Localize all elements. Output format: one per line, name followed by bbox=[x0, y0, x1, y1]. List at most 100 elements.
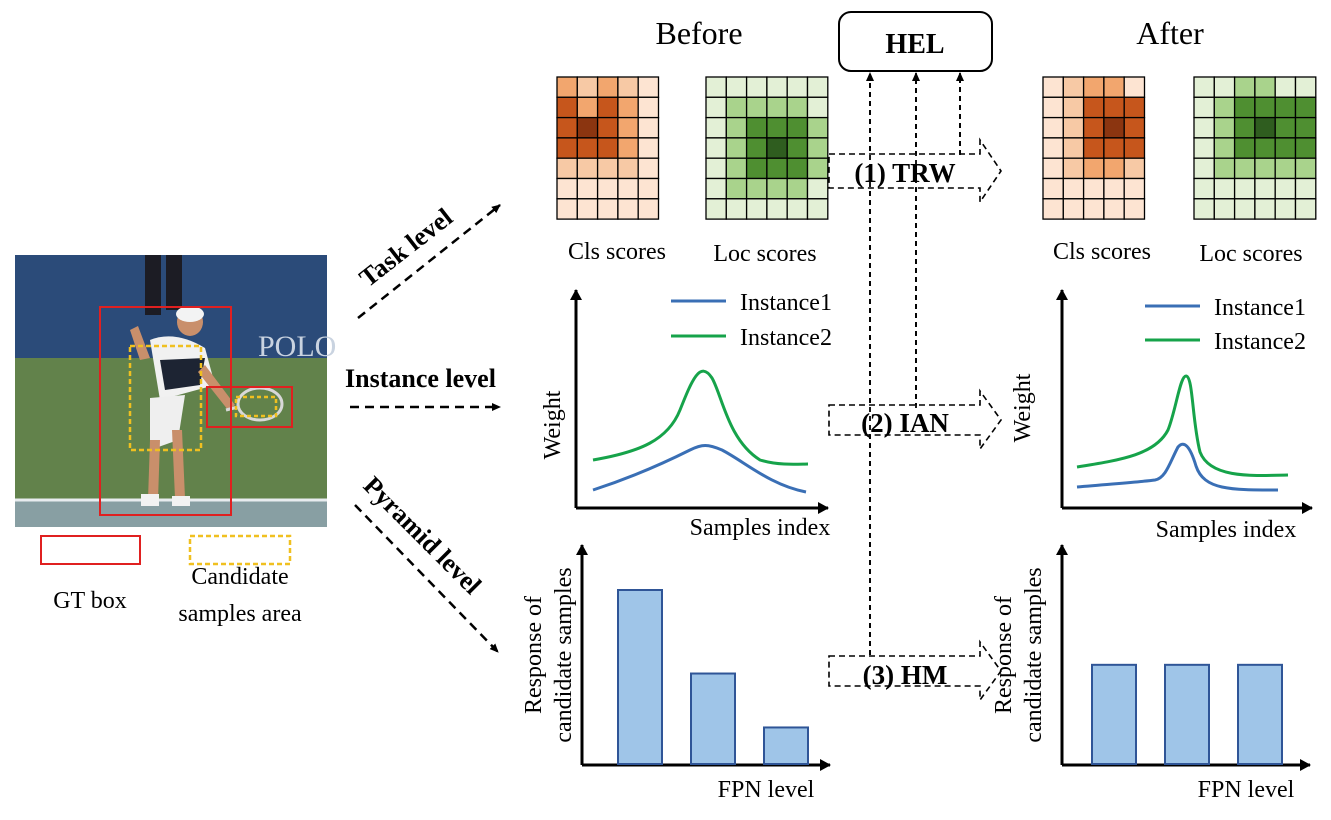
grid-cell bbox=[1123, 96, 1146, 119]
trw-label: (1) TRW bbox=[854, 158, 955, 188]
fpn-bar bbox=[690, 672, 736, 766]
grid-cell bbox=[725, 198, 748, 220]
grid-cell bbox=[1294, 177, 1317, 200]
grid-cell bbox=[745, 76, 768, 98]
grid-cell bbox=[1254, 198, 1276, 220]
grid-cell bbox=[617, 198, 639, 220]
grid-cell bbox=[576, 177, 599, 200]
grid-cell bbox=[745, 157, 768, 180]
module-hm-arrow: (3) HM bbox=[828, 639, 1002, 703]
grid-cell bbox=[1233, 96, 1256, 119]
loc-grid-before bbox=[705, 76, 829, 220]
grid-cell bbox=[1193, 116, 1215, 139]
weight-ylabel-before: Weight bbox=[540, 390, 566, 459]
grid-cell bbox=[1082, 116, 1105, 139]
legend-instance1-after: Instance1 bbox=[1214, 295, 1306, 321]
weight-chart-after: Weight Samples index Instance1 Instance2 bbox=[1010, 289, 1313, 543]
grid-cell bbox=[1103, 157, 1125, 180]
grid-cell bbox=[766, 76, 788, 98]
grid-cell bbox=[806, 116, 829, 139]
grid-cell bbox=[637, 116, 660, 139]
grid-cell bbox=[576, 157, 599, 180]
grid-cell bbox=[705, 177, 727, 200]
after-title: After bbox=[1136, 15, 1204, 51]
grid-cell bbox=[1042, 137, 1064, 159]
fpn-chart-before: Response of candidate samples FPN level bbox=[521, 544, 831, 803]
grid-cell bbox=[806, 177, 829, 200]
samples-xlabel-after: Samples index bbox=[1156, 517, 1297, 543]
grid-cell bbox=[1103, 96, 1125, 119]
grid-cell bbox=[1082, 96, 1105, 119]
grid-cell bbox=[1233, 198, 1256, 220]
instance1-curve-after bbox=[1076, 442, 1279, 492]
grid-cell bbox=[1213, 76, 1236, 98]
grid-cell bbox=[725, 137, 748, 159]
grid-cell bbox=[1213, 198, 1236, 220]
hel-feed-overlay bbox=[869, 75, 961, 655]
instance-level-label: Instance level bbox=[345, 364, 496, 393]
grid-cell bbox=[705, 76, 727, 98]
instance2-curve-after bbox=[1076, 374, 1289, 477]
grid-cell bbox=[725, 116, 748, 139]
grid-cell bbox=[576, 198, 599, 220]
grid-cell bbox=[617, 137, 639, 159]
photo-legend: GT box Candidate samples area bbox=[40, 534, 302, 627]
grid-cell bbox=[786, 76, 809, 98]
loc-grid-after bbox=[1193, 76, 1317, 220]
level-arrows: Task level Instance level Pyramid level bbox=[345, 202, 501, 653]
grid-cell bbox=[1274, 96, 1297, 119]
grid-cell bbox=[1062, 116, 1085, 139]
cls-scores-label-before: Cls scores bbox=[568, 239, 666, 265]
pyramid-level-arrow bbox=[354, 504, 499, 653]
grid-cell bbox=[1294, 157, 1317, 180]
gt-box-racket bbox=[206, 386, 293, 428]
grid-cell bbox=[705, 157, 727, 180]
grid-cell bbox=[637, 96, 660, 119]
grid-cell bbox=[596, 177, 619, 200]
grid-cell bbox=[806, 157, 829, 180]
bars-after bbox=[1091, 663, 1283, 766]
candidate-area-racket bbox=[234, 395, 278, 418]
fpn-bar bbox=[1164, 663, 1210, 766]
hel-box bbox=[838, 11, 993, 72]
before-title: Before bbox=[655, 15, 742, 51]
grid-cell bbox=[806, 137, 829, 159]
grid-cell bbox=[576, 96, 599, 119]
grid-cell bbox=[705, 96, 727, 119]
grid-cell bbox=[786, 198, 809, 220]
grid-cell bbox=[1233, 137, 1256, 159]
grid-cell bbox=[596, 137, 619, 159]
grid-cell bbox=[1082, 137, 1105, 159]
grid-cell bbox=[1042, 157, 1064, 180]
grid-cell bbox=[1123, 76, 1146, 98]
gt-box-player bbox=[99, 306, 232, 516]
grid-cell bbox=[1082, 177, 1105, 200]
grid-cell bbox=[1213, 96, 1236, 119]
grid-cell bbox=[1042, 177, 1064, 200]
grid-cell bbox=[1123, 157, 1146, 180]
grid-cell bbox=[1062, 76, 1085, 98]
grid-cell bbox=[1193, 157, 1215, 180]
instance1-curve-before bbox=[592, 444, 807, 494]
loc-scores-label-after: Loc scores bbox=[1199, 241, 1302, 267]
fpn-ylabel-before-line1: Response of bbox=[521, 596, 547, 714]
fpn-bar bbox=[617, 589, 663, 765]
grid-cell bbox=[705, 198, 727, 220]
legend-instance1-before: Instance1 bbox=[740, 290, 832, 316]
grid-cell bbox=[1274, 76, 1297, 98]
grid-cell bbox=[745, 177, 768, 200]
grid-cell bbox=[576, 116, 599, 139]
grid-cell bbox=[786, 96, 809, 119]
fpn-bar bbox=[1237, 663, 1283, 766]
grid-cell bbox=[1233, 116, 1256, 139]
grid-cell bbox=[1254, 96, 1276, 119]
grid-cell bbox=[786, 157, 809, 180]
candidate-area-player bbox=[128, 344, 203, 452]
grid-cell bbox=[1213, 116, 1236, 139]
grid-cell bbox=[556, 116, 578, 139]
photo-annotations bbox=[99, 306, 293, 516]
grid-cell bbox=[1062, 198, 1085, 220]
grid-cell bbox=[1294, 76, 1317, 98]
